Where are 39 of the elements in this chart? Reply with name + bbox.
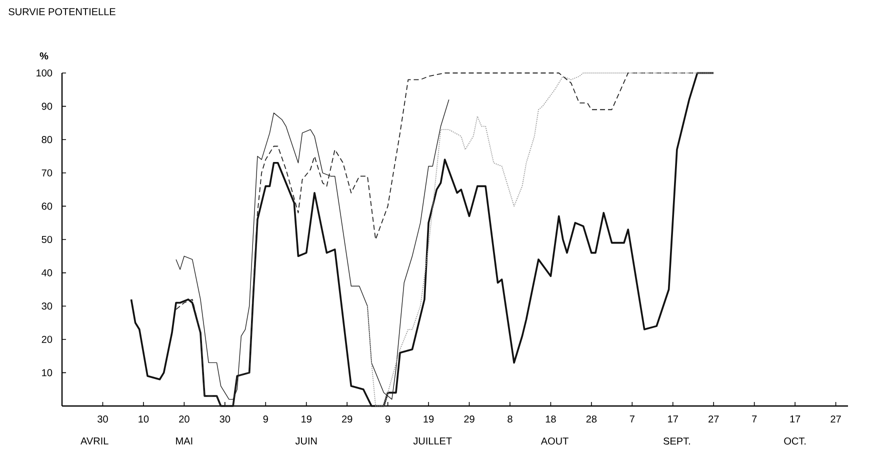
x-tick-label: 10 bbox=[138, 416, 149, 423]
x2-tick-label: AVRIL bbox=[80, 438, 108, 444]
x-tick-label: 28 bbox=[586, 416, 597, 423]
x2-tick-label: JUIN bbox=[295, 438, 317, 444]
y-tick-label: 60 bbox=[42, 202, 52, 210]
y-tick-label: 20 bbox=[42, 336, 52, 343]
y-tick-label: 50 bbox=[42, 236, 52, 244]
x-tick-label: 17 bbox=[790, 416, 800, 422]
x-tick-label: 30 bbox=[220, 416, 230, 423]
x2-tick-label: SEPT. bbox=[664, 438, 690, 445]
y-tick-label: 30 bbox=[42, 302, 52, 310]
x-tick-label: 19 bbox=[302, 416, 312, 423]
x2-tick-label: AOUT bbox=[540, 438, 568, 445]
x-tick-label: 29 bbox=[464, 416, 474, 423]
chart-title: SURVIE POTENTIELLE bbox=[8, 8, 116, 16]
x-tick-label: 9 bbox=[386, 416, 390, 423]
y-tick-label: 40 bbox=[42, 269, 52, 276]
x-tick-label: 27 bbox=[830, 416, 841, 422]
y-tick-label: 100 bbox=[36, 69, 52, 77]
x-tick-label: 19 bbox=[424, 416, 434, 423]
y-tick-label: 70 bbox=[42, 169, 52, 176]
x-tick-label: 18 bbox=[546, 416, 556, 423]
line-series bbox=[367, 72, 714, 406]
x-tick-label: 7 bbox=[630, 416, 634, 422]
x2-tick-label: OCT. bbox=[784, 438, 806, 445]
x-tick-label: 30 bbox=[98, 416, 108, 423]
y-tick-label: 80 bbox=[42, 136, 52, 144]
x-tick-label: 9 bbox=[263, 416, 268, 423]
y-axis-title: % bbox=[40, 52, 48, 60]
x2-tick-label: JUILLET bbox=[413, 438, 452, 444]
x-tick-label: 27 bbox=[708, 416, 719, 422]
y-tick-label: 90 bbox=[42, 102, 52, 110]
x-tick-label: 7 bbox=[752, 416, 757, 422]
x-tick-label: 29 bbox=[342, 416, 352, 423]
x-tick-label: 8 bbox=[508, 416, 512, 423]
x-tick-label: 20 bbox=[179, 416, 190, 423]
x-tick-label: 17 bbox=[668, 416, 678, 422]
x2-tick-label: MAI bbox=[176, 438, 192, 444]
y-tick-label: 10 bbox=[42, 369, 52, 376]
